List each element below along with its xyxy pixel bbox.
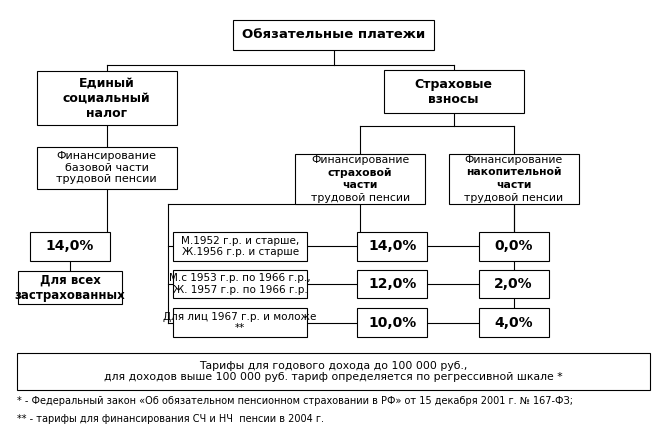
Text: части: части bbox=[342, 180, 378, 190]
Text: Тарифы для годового дохода до 100 000 руб.,
для доходов выше 100 000 руб. тариф : Тарифы для годового дохода до 100 000 ру… bbox=[104, 361, 563, 382]
Text: Для всех
застрахованных: Для всех застрахованных bbox=[15, 274, 125, 302]
Text: Для лиц 1967 г.р. и моложе
**: Для лиц 1967 г.р. и моложе ** bbox=[163, 312, 317, 334]
FancyBboxPatch shape bbox=[448, 154, 578, 204]
Text: 0,0%: 0,0% bbox=[494, 239, 533, 253]
Text: 14,0%: 14,0% bbox=[46, 239, 94, 253]
FancyBboxPatch shape bbox=[358, 309, 427, 337]
Text: Страховые
взносы: Страховые взносы bbox=[415, 78, 492, 106]
FancyBboxPatch shape bbox=[30, 232, 110, 261]
Text: трудовой пенсии: трудовой пенсии bbox=[464, 193, 563, 203]
FancyBboxPatch shape bbox=[173, 270, 307, 298]
Text: 14,0%: 14,0% bbox=[368, 239, 416, 253]
FancyBboxPatch shape bbox=[478, 309, 548, 337]
FancyBboxPatch shape bbox=[173, 309, 307, 337]
FancyBboxPatch shape bbox=[478, 270, 548, 298]
FancyBboxPatch shape bbox=[295, 154, 426, 204]
Text: страховой: страховой bbox=[328, 167, 392, 177]
FancyBboxPatch shape bbox=[173, 232, 307, 261]
FancyBboxPatch shape bbox=[18, 271, 121, 304]
Text: М.1952 г.р. и старше,
Ж.1956 г.р. и старше: М.1952 г.р. и старше, Ж.1956 г.р. и стар… bbox=[181, 235, 299, 257]
FancyBboxPatch shape bbox=[37, 71, 177, 126]
Text: М.с 1953 г.р. по 1966 г.р.,
Ж. 1957 г.р. по 1966 г.р.: М.с 1953 г.р. по 1966 г.р., Ж. 1957 г.р.… bbox=[169, 273, 311, 295]
Text: Финансирование
базовой части
трудовой пенсии: Финансирование базовой части трудовой пе… bbox=[57, 151, 157, 184]
Text: трудовой пенсии: трудовой пенсии bbox=[311, 193, 410, 203]
FancyBboxPatch shape bbox=[384, 70, 524, 113]
Text: * - Федеральный закон «Об обязательном пенсионном страховании в РФ» от 15 декабр: * - Федеральный закон «Об обязательном п… bbox=[17, 396, 573, 406]
Text: 4,0%: 4,0% bbox=[494, 316, 533, 330]
Text: 12,0%: 12,0% bbox=[368, 277, 416, 291]
Text: Обязательные платежи: Обязательные платежи bbox=[242, 28, 425, 41]
FancyBboxPatch shape bbox=[478, 232, 548, 261]
Text: части: части bbox=[496, 180, 532, 190]
Text: Финансирование: Финансирование bbox=[464, 155, 563, 165]
FancyBboxPatch shape bbox=[17, 353, 650, 390]
FancyBboxPatch shape bbox=[358, 270, 427, 298]
FancyBboxPatch shape bbox=[233, 20, 434, 50]
Text: накопительной: накопительной bbox=[466, 167, 562, 177]
Text: 10,0%: 10,0% bbox=[368, 316, 416, 330]
Text: 2,0%: 2,0% bbox=[494, 277, 533, 291]
Text: Финансирование: Финансирование bbox=[311, 155, 410, 165]
Text: ** - тарифы для финансирования СЧ и НЧ  пенсии в 2004 г.: ** - тарифы для финансирования СЧ и НЧ п… bbox=[17, 414, 323, 424]
FancyBboxPatch shape bbox=[358, 232, 427, 261]
FancyBboxPatch shape bbox=[37, 147, 177, 188]
Text: Единый
социальный
налог: Единый социальный налог bbox=[63, 77, 151, 119]
